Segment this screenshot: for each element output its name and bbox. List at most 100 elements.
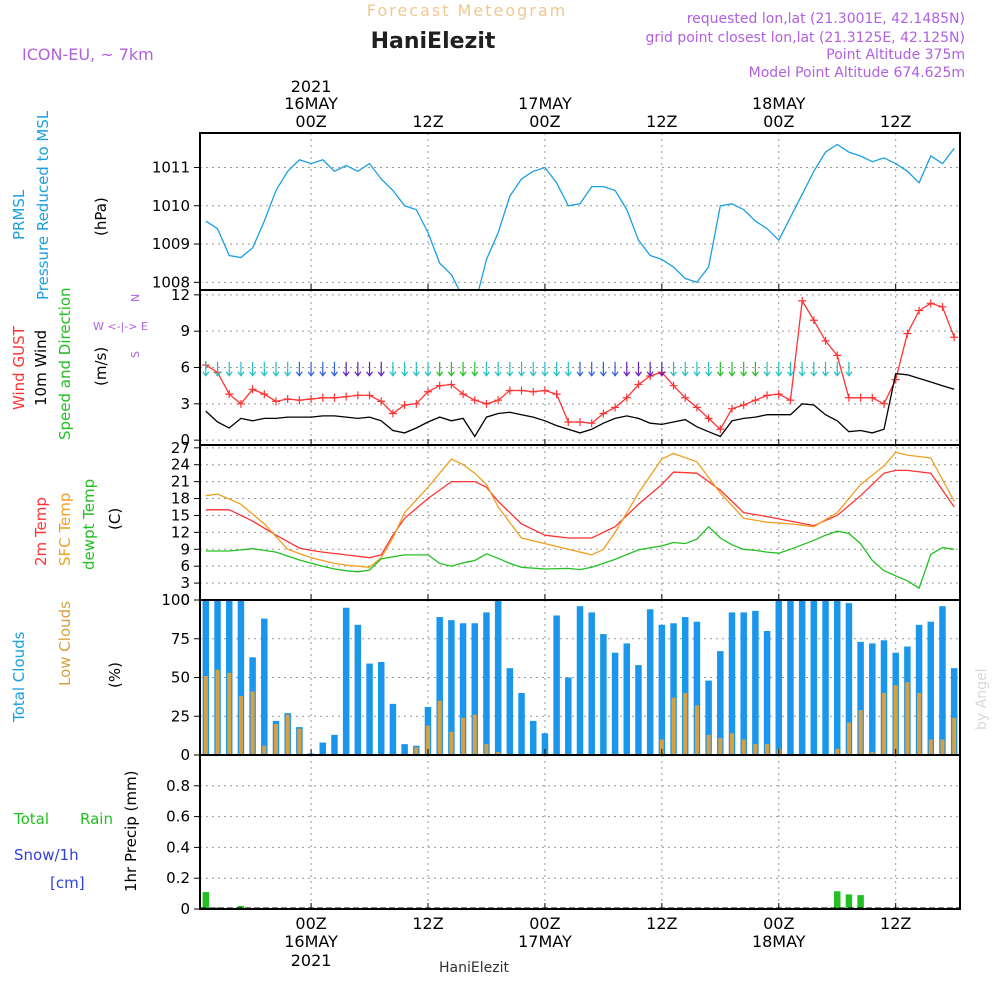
precip-bar	[857, 895, 864, 909]
wind-arrow	[588, 361, 596, 377]
gust-label: Wind GUST	[10, 325, 28, 410]
bottom-time-label: 12Z	[646, 914, 677, 933]
wind-gust-marker	[821, 336, 830, 345]
low-clouds-bar	[928, 739, 933, 755]
total-clouds-bar	[623, 643, 631, 755]
wind-gust-marker	[716, 425, 725, 434]
wind-arrow	[564, 361, 572, 377]
wind-gust-marker	[692, 403, 701, 412]
wind-gust-marker	[903, 329, 912, 338]
wind-gust-marker	[763, 391, 772, 400]
low-clouds-bar	[426, 725, 430, 755]
wind-label: 10m Wind	[32, 330, 50, 406]
wind-labels: Wind GUST 10m Wind Speed and Direction (…	[10, 287, 148, 440]
wind-arrow	[822, 361, 830, 377]
wind-gust-marker	[798, 296, 807, 305]
low-clouds-bar	[227, 672, 232, 755]
temp-unit-label: (C)	[106, 508, 124, 530]
bottom-time-label: 00Z	[295, 914, 326, 933]
wind-arrow	[786, 361, 794, 377]
footer-label: HaniElezit	[439, 960, 509, 976]
point-altitude: Point Altitude 375m	[826, 47, 965, 63]
wind-arrow	[775, 361, 783, 377]
low-clouds-bar	[461, 717, 466, 755]
wind-gust-marker	[470, 396, 479, 405]
wind-arrow	[482, 361, 490, 377]
cloud-unit-label: (%)	[106, 662, 124, 688]
cloud-labels: Total Clouds Low Clouds (%)	[10, 601, 124, 723]
low-clouds-bar	[414, 747, 419, 755]
low-clouds-bar	[285, 714, 290, 755]
wind-arrow	[330, 361, 338, 377]
precip-unit-label: 1hr Precip (mm)	[122, 771, 140, 892]
total-clouds-bar	[728, 612, 736, 755]
wind-gust-marker	[540, 386, 549, 395]
wind-gust-marker	[751, 396, 760, 405]
precip-ytick-label: 0.4	[166, 838, 190, 856]
wind-gust-marker	[260, 390, 269, 399]
total-clouds-bar	[658, 624, 666, 755]
wind-arrow	[319, 361, 327, 377]
wind-arrow	[389, 361, 397, 377]
total-clouds-bar	[377, 662, 385, 755]
total-clouds-bar	[635, 665, 642, 755]
temperature-ytick-label: 21	[171, 473, 190, 491]
wind-arrow	[471, 361, 479, 377]
wind-arrow	[214, 361, 222, 377]
wind-gust-marker	[494, 396, 503, 405]
low-clouds-bar	[952, 717, 957, 755]
total-label: Total	[13, 810, 49, 828]
total-clouds-bar	[775, 600, 783, 755]
wind-arrow	[249, 361, 257, 377]
cm-label: [cm]	[50, 874, 85, 892]
total-clouds-bar	[529, 720, 537, 755]
rain-label: Rain	[80, 810, 113, 828]
total-clouds-bar	[740, 612, 747, 755]
top-year-label: 2021	[291, 77, 332, 96]
low-clouds-bar	[683, 693, 688, 755]
location-title: HaniElezit	[371, 29, 496, 54]
low-clouds-bar	[274, 724, 278, 755]
wind-gust-marker	[728, 404, 736, 413]
wind-arrow	[658, 361, 666, 377]
temperature-ytick-label: 3	[180, 574, 190, 592]
low-clouds-bar	[437, 700, 442, 755]
clouds-ytick-label: 0	[180, 746, 190, 764]
top-time-label: 00Z	[295, 112, 326, 131]
wind-gust-marker	[482, 399, 491, 408]
total-clouds-bar	[518, 693, 525, 755]
wind-gust-marker	[342, 392, 351, 401]
total-clouds-bar	[611, 652, 619, 755]
total-clouds-bar	[705, 680, 712, 755]
wind-arrow	[506, 361, 514, 377]
wind-gust-marker	[634, 380, 643, 389]
low-clouds-bar	[893, 685, 898, 755]
wind-arrow	[366, 361, 374, 377]
pressure-label: Pressure Reduced to MSL	[34, 110, 52, 300]
wind-gust-marker	[611, 403, 620, 412]
pressure-ytick-label: 1009	[152, 235, 190, 253]
pressure-unit-label: (hPa)	[92, 197, 110, 236]
wind-gust-marker	[880, 399, 888, 408]
total-clouds-bar	[915, 624, 923, 755]
total-clouds-bar	[366, 663, 373, 755]
low-clouds-bar	[297, 728, 302, 755]
direction-label: Speed and Direction	[56, 287, 74, 440]
wind-arrow	[751, 361, 759, 377]
wind-gust-marker	[283, 394, 292, 403]
low-clouds-bar	[238, 696, 243, 755]
bottom-date-label: 16MAY	[284, 932, 338, 951]
t2m-label: 2m Temp	[32, 497, 50, 566]
wind-arrow	[272, 361, 280, 377]
wind-arrow	[798, 361, 806, 377]
wind-gust-marker	[236, 399, 245, 408]
wind-arrow	[810, 361, 818, 377]
wind-arrow	[599, 361, 607, 377]
low-clouds-bar	[765, 744, 770, 755]
total-clouds-bar	[717, 651, 724, 755]
total-clouds-bar	[576, 606, 584, 755]
wind-arrow	[412, 361, 420, 377]
low-clouds-bar	[870, 751, 875, 755]
low-clouds-bar	[940, 739, 945, 755]
total-clouds-bar	[237, 600, 245, 755]
